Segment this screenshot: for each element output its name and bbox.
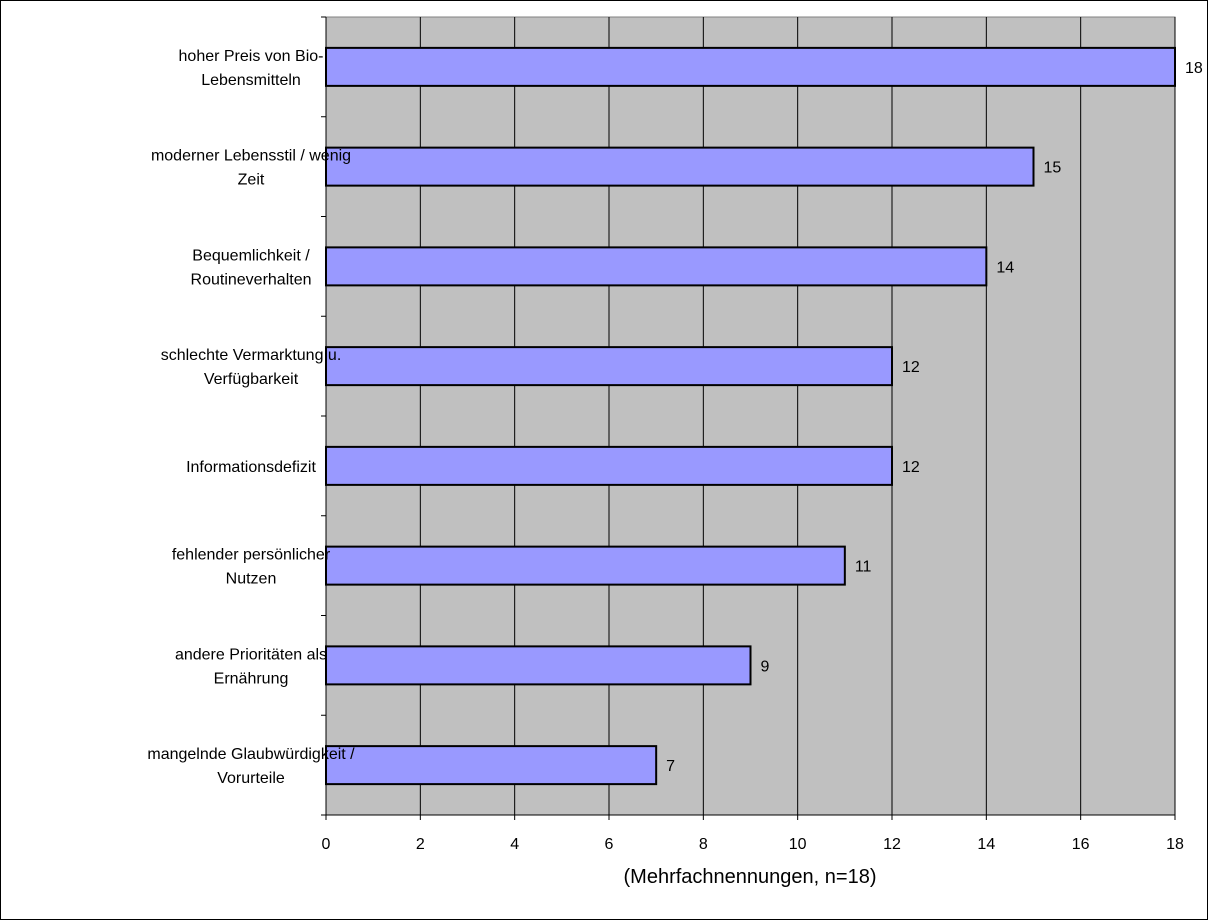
- category-label: mangelnde Glaubwürdigkeit /: [147, 746, 355, 763]
- bar-value-label: 15: [1044, 160, 1062, 177]
- x-tick-label: 4: [510, 836, 519, 853]
- x-tick-label: 8: [699, 836, 708, 853]
- category-label: hoher Preis von Bio-: [179, 48, 324, 65]
- bar: [325, 545, 846, 586]
- bar: [325, 146, 1035, 187]
- x-tick-label: 6: [605, 836, 614, 853]
- category-label: Verfügbarkeit: [204, 371, 299, 388]
- bar: [325, 745, 658, 786]
- x-tick-label: 14: [977, 836, 995, 853]
- bar: [325, 346, 893, 387]
- plot-area: [325, 16, 1176, 816]
- x-tick-label: 12: [883, 836, 901, 853]
- x-tick-label: 0: [322, 836, 331, 853]
- x-tick-label: 16: [1072, 836, 1090, 853]
- bar-value-label: 9: [761, 658, 770, 675]
- category-label: Bequemlichkeit /: [192, 247, 310, 264]
- category-label: moderner Lebensstil / wenig: [151, 148, 351, 165]
- category-label: Lebensmitteln: [201, 72, 301, 89]
- x-tick-label: 10: [789, 836, 807, 853]
- x-axis-title: (Mehrfachnennungen, n=18): [624, 866, 877, 888]
- category-label: schlechte Vermarktung u.: [161, 347, 342, 364]
- bar-value-label: 7: [666, 758, 675, 775]
- category-label: Routineverhalten: [191, 271, 312, 288]
- bar-value-label: 18: [1185, 60, 1203, 77]
- category-label: fehlender persönlicher: [172, 547, 331, 564]
- bar: [325, 246, 988, 287]
- bar-value-label: 12: [902, 459, 920, 476]
- category-label: Zeit: [238, 172, 265, 189]
- category-label: Ernährung: [214, 670, 289, 687]
- category-label: Informationsdefizit: [186, 459, 316, 476]
- bar: [325, 445, 893, 486]
- bar-value-label: 11: [855, 559, 872, 576]
- bar-value-label: 12: [902, 359, 920, 376]
- x-tick-label: 18: [1166, 836, 1184, 853]
- bar: [325, 645, 752, 686]
- category-label: andere Prioritäten als: [175, 646, 327, 663]
- x-tick-label: 2: [416, 836, 425, 853]
- bar: [325, 46, 1176, 87]
- category-label: Vorurteile: [217, 770, 285, 787]
- category-label: Nutzen: [226, 571, 277, 588]
- bar-value-label: 14: [996, 259, 1014, 276]
